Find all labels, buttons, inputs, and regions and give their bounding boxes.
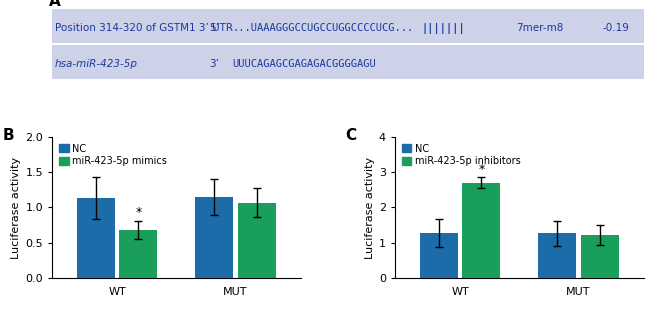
Y-axis label: Luciferase activity: Luciferase activity (365, 156, 374, 259)
Bar (52, 43, 644, 45)
Bar (420, 233, 458, 278)
Bar (195, 197, 233, 278)
Bar (238, 202, 276, 278)
Text: B: B (3, 128, 14, 143)
Text: Position 314-320 of GSTM1 3’ UTR: Position 314-320 of GSTM1 3’ UTR (55, 23, 233, 33)
Bar (120, 230, 157, 278)
Bar (77, 198, 114, 278)
Text: C: C (345, 128, 356, 143)
Text: |||||||: ||||||| (422, 23, 465, 34)
Text: 5’: 5’ (209, 23, 219, 33)
FancyBboxPatch shape (52, 9, 644, 79)
Text: ...UAAAGGGCCUGCCUGGCCCCUCG...: ...UAAAGGGCCUGCCUGGCCCCUCG... (233, 23, 413, 33)
Text: -0.19: -0.19 (602, 23, 629, 33)
Text: A: A (49, 0, 61, 9)
Bar (538, 233, 576, 278)
Text: 7mer-m8: 7mer-m8 (516, 23, 564, 33)
Legend: NC, miR-423-5p mimics: NC, miR-423-5p mimics (57, 142, 169, 168)
Y-axis label: Luciferase activity: Luciferase activity (11, 156, 21, 259)
Bar (581, 235, 619, 278)
Bar (462, 183, 500, 278)
Text: *: * (135, 206, 142, 219)
Text: hsa-miR-423-5p: hsa-miR-423-5p (55, 58, 138, 69)
Text: *: * (478, 163, 484, 176)
Text: 3’: 3’ (209, 58, 219, 69)
Text: UUUCAGAGCGAGAGACGGGGAGU: UUUCAGAGCGAGAGACGGGGAGU (233, 58, 376, 69)
Legend: NC, miR-423-5p inhibitors: NC, miR-423-5p inhibitors (400, 142, 523, 168)
